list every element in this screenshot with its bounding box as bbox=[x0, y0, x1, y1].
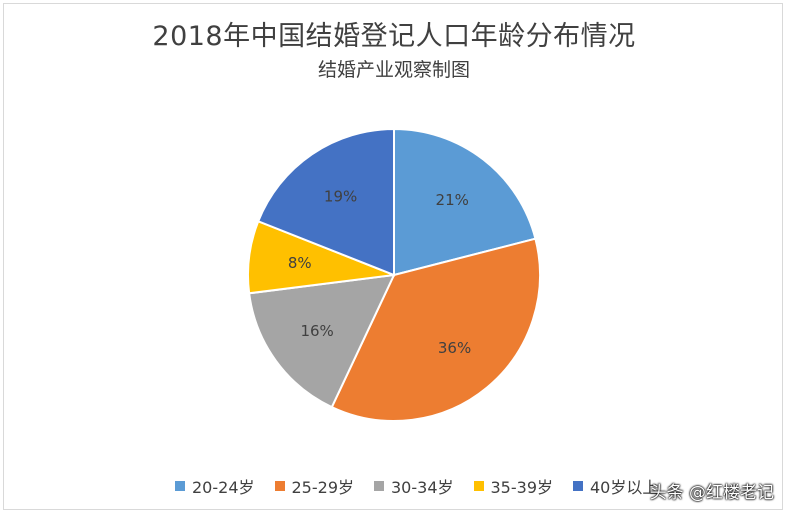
legend-swatch bbox=[175, 481, 185, 491]
slice-40-plus bbox=[256, 127, 395, 277]
legend-item-35-39: 35-39岁 bbox=[473, 474, 554, 498]
slice-30-34 bbox=[248, 273, 396, 409]
legend-label: 25-29岁 bbox=[291, 478, 355, 497]
legend-swatch bbox=[573, 481, 583, 491]
data-label: 8% bbox=[288, 254, 312, 272]
chart-legend: 20-24岁 25-29岁 30-34岁 35-39岁 40岁以上 bbox=[175, 474, 658, 498]
legend-label: 20-24岁 bbox=[192, 478, 255, 497]
legend-swatch bbox=[374, 481, 384, 491]
slice-25-29 bbox=[330, 237, 541, 422]
data-label: 16% bbox=[300, 322, 333, 340]
legend-label: 30-34岁 bbox=[391, 478, 454, 497]
data-label: 36% bbox=[438, 339, 471, 357]
legend-item-20-24: 20-24岁 bbox=[175, 474, 255, 498]
legend-item-25-29: 25-29岁 bbox=[274, 474, 355, 498]
chart-title: 2018年中国结婚登记人口年龄分布情况 bbox=[152, 21, 636, 52]
data-label: 19% bbox=[324, 187, 357, 205]
watermark: 头条 @红楼老记 bbox=[649, 483, 774, 503]
legend-label: 35-39岁 bbox=[490, 478, 554, 497]
chart-subtitle: 结婚产业观察制图 bbox=[317, 59, 470, 81]
legend-swatch bbox=[473, 481, 484, 491]
data-label: 21% bbox=[436, 191, 469, 209]
legend-label: 40岁以上 bbox=[590, 478, 659, 497]
legend-swatch bbox=[274, 481, 285, 491]
slice-20-24 bbox=[393, 127, 537, 277]
legend-item-30-34: 30-34岁 bbox=[374, 474, 454, 498]
legend-item-40-plus: 40岁以上 bbox=[573, 474, 658, 498]
